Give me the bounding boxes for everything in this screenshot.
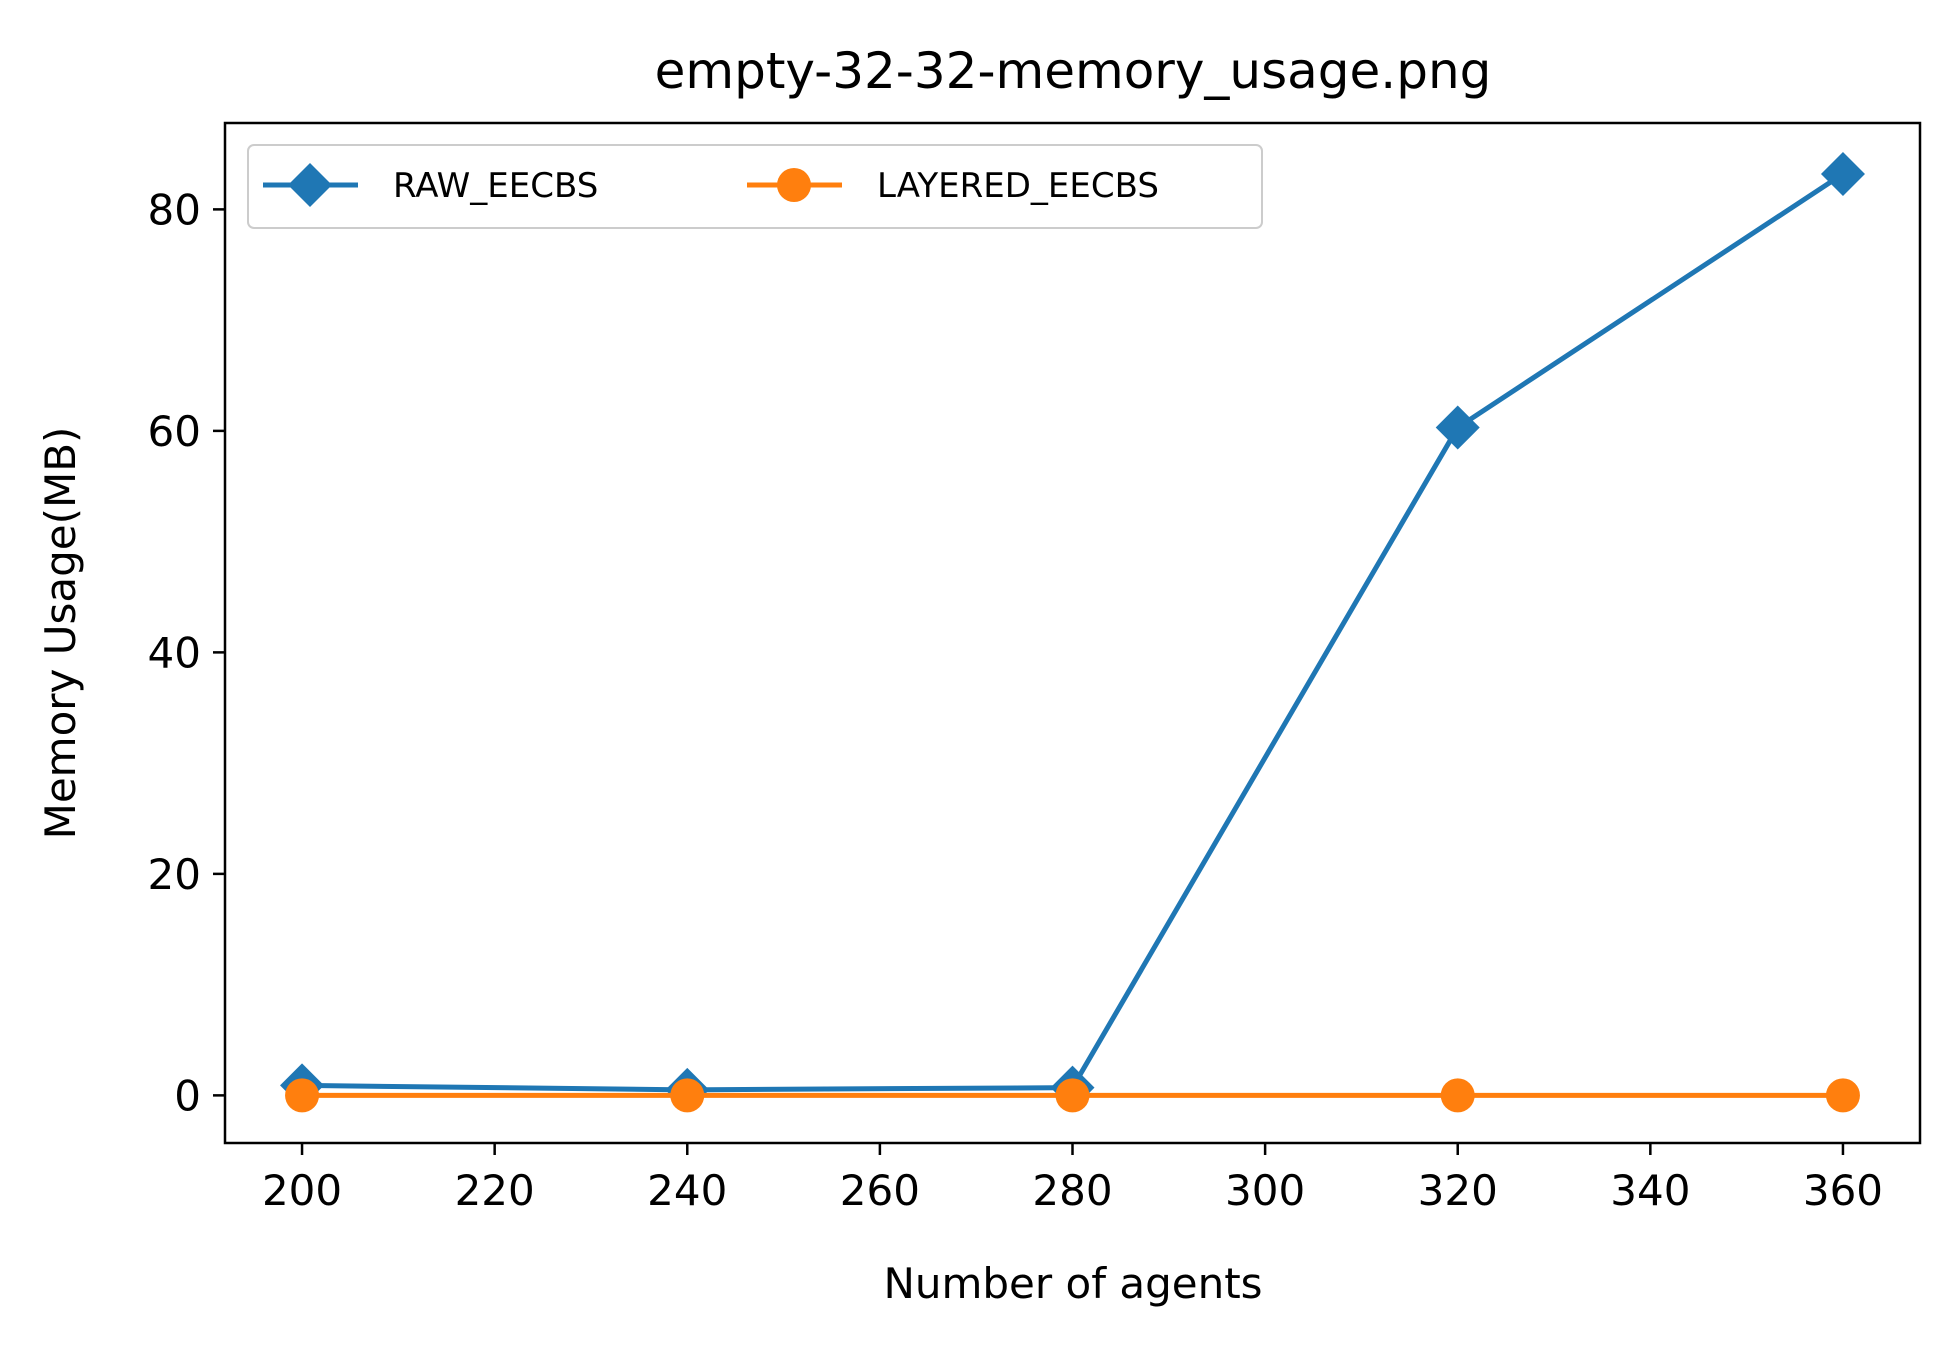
legend-entries: RAW_EECBS LAYERED_EECBS [263, 163, 1159, 207]
legend-label: RAW_EECBS [393, 166, 598, 206]
data-point [1820, 151, 1865, 196]
y-tick-label: 60 [148, 407, 201, 456]
x-tick-label: 200 [262, 1166, 342, 1215]
x-tick-label: 280 [1032, 1166, 1112, 1215]
x-tick-label: 360 [1803, 1166, 1883, 1215]
x-tick-label: 240 [647, 1166, 727, 1215]
x-axis-label: Number of agents [883, 1259, 1262, 1308]
y-tick-label: 20 [148, 850, 201, 899]
axes-layer: 200 220 240 260 280 300 320 340 360 0 20 40 60 80 [148, 185, 1883, 1215]
legend-swatch-marker [777, 168, 811, 202]
series-layered-eecbs [285, 1078, 1860, 1113]
legend-label: LAYERED_EECBS [877, 166, 1159, 206]
y-tick-label: 80 [148, 185, 201, 234]
data-point [670, 1078, 705, 1113]
data-point [1825, 1078, 1860, 1113]
y-axis-label: Memory Usage(MB) [36, 427, 85, 840]
data-point [1055, 1078, 1090, 1113]
data-point [1440, 1078, 1475, 1113]
chart-title: empty-32-32-memory_usage.png [655, 42, 1492, 100]
series-layer [280, 151, 1865, 1113]
data-point [1435, 405, 1480, 450]
x-tick-label: 320 [1418, 1166, 1498, 1215]
legend: RAW_EECBS LAYERED_EECBS [247, 144, 1263, 229]
legend-swatch-marker [288, 163, 332, 207]
y-tick-label: 40 [148, 628, 201, 677]
x-tick-label: 260 [840, 1166, 920, 1215]
x-tick-label: 340 [1610, 1166, 1690, 1215]
series-line [302, 171, 1845, 1093]
x-tick-label: 300 [1225, 1166, 1305, 1215]
y-tick-label: 0 [174, 1071, 201, 1120]
plot-frame [223, 121, 1922, 1145]
x-tick-label: 220 [455, 1166, 535, 1215]
data-point [285, 1078, 320, 1113]
series-raw-eecbs [280, 151, 1865, 1112]
